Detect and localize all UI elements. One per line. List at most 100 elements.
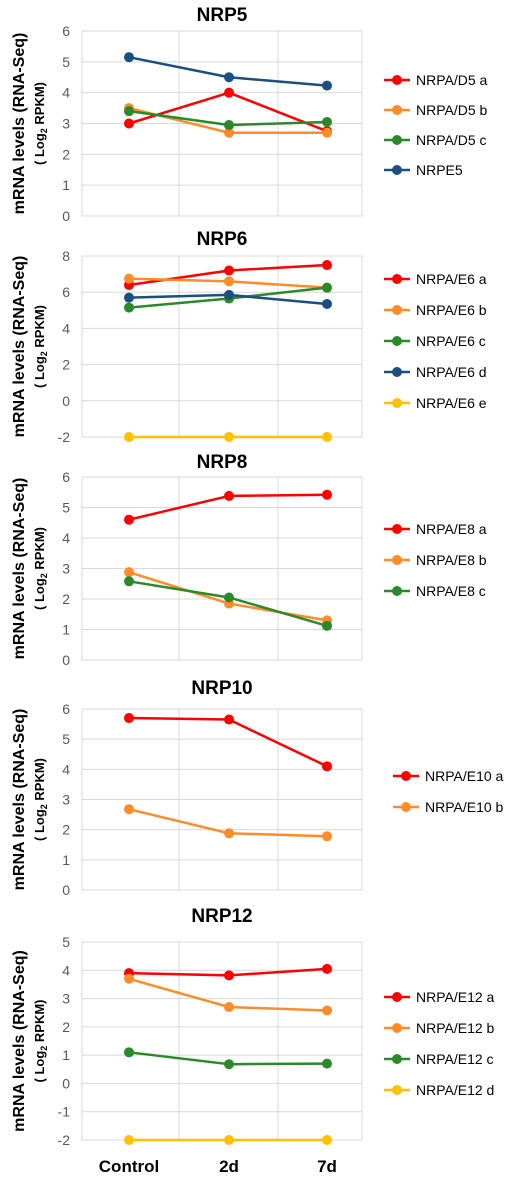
chart-1: NRP6 -2 0 2 4 6 8 NRPA/E6 a NRPA/E6 b NRPA/E6 c NR…: [11, 229, 487, 445]
y-tick-label: 2: [62, 822, 70, 838]
legend-swatch-marker: [392, 1085, 402, 1095]
data-point: [224, 1002, 234, 1013]
data-point: [224, 432, 234, 442]
y-tick-label: 1: [62, 177, 70, 193]
y-axis-label: mRNA levels (RNA-Seq): [11, 478, 28, 660]
data-point: [224, 127, 234, 138]
data-point: [124, 514, 134, 525]
legend-label: NRPA/D5 c: [416, 132, 487, 148]
data-point: [124, 302, 134, 313]
data-point: [322, 1135, 332, 1145]
y-axis-unit: ( Log2 RPKM): [32, 305, 49, 388]
y-tick-label: 2: [62, 357, 70, 373]
data-point: [124, 106, 134, 117]
y-tick-label: 4: [62, 761, 70, 777]
legend-swatch-marker: [392, 1023, 402, 1033]
data-point: [322, 489, 332, 500]
data-point: [124, 973, 134, 984]
data-point: [322, 127, 332, 138]
data-point: [224, 289, 234, 300]
data-point: [124, 292, 134, 303]
y-tick-label: 5: [62, 731, 70, 747]
data-point: [224, 714, 234, 725]
plot-area: [81, 255, 363, 438]
y-tick-label: 8: [62, 248, 70, 264]
legend-swatch-marker: [392, 305, 402, 315]
y-tick-label: 1: [62, 1047, 70, 1063]
legend-label: NRPA/E8 c: [416, 583, 486, 599]
chart-title: NRP5: [197, 5, 248, 26]
legend-swatch-marker: [392, 524, 402, 534]
chart-3: NRP10 0 1 2 3 4 5 6 NRPA/E10 a NRPA/E10 b mRNA lev…: [11, 678, 504, 898]
legend-swatch-marker: [401, 771, 411, 781]
legend-swatch-marker: [392, 336, 402, 346]
y-tick-label: 4: [62, 320, 70, 336]
y-tick-label: 3: [62, 116, 70, 132]
data-point: [124, 567, 134, 578]
data-point: [322, 761, 332, 772]
legend-label: NRPA/D5 b: [416, 102, 488, 118]
y-tick-label: 4: [62, 962, 70, 978]
y-axis-label: mRNA levels (RNA-Seq): [11, 950, 28, 1132]
legend-label: NRPA/D5 a: [416, 72, 488, 88]
series-line: [128, 716, 328, 768]
data-point: [124, 1135, 134, 1145]
legend-label: NRPA/E6 e: [416, 395, 487, 411]
data-point: [322, 80, 332, 91]
legend-swatch-marker: [392, 135, 402, 145]
y-tick-label: 2: [62, 1019, 70, 1035]
data-point: [224, 72, 234, 83]
data-point: [322, 298, 332, 309]
legend-swatch-marker: [392, 555, 402, 565]
data-point: [124, 713, 134, 724]
legend-swatch-marker: [392, 398, 402, 408]
legend-label: NRPA/E12 d: [416, 1082, 494, 1098]
chart-0: NRP5 0 1 2 3 4 5 6 NRPA/D5 a NRPA/D5 b NRPA/D5 c NR…: [11, 5, 488, 224]
legend-label: NRPA/E10 a: [425, 768, 504, 784]
y-tick-label: 6: [62, 23, 70, 39]
legend-label: NRPA/E12 c: [416, 1051, 494, 1067]
y-tick-label: 0: [62, 393, 70, 409]
data-point: [322, 116, 332, 127]
y-tick-label: 1: [62, 622, 70, 638]
legend-swatch-marker: [392, 586, 402, 596]
data-point: [124, 52, 134, 63]
y-axis-label: mRNA levels (RNA-Seq): [11, 33, 28, 215]
y-tick-label: 6: [62, 701, 70, 717]
legend-label: NRPA/E8 b: [416, 552, 487, 568]
legend-swatch-marker: [392, 274, 402, 284]
y-axis-label: mRNA levels (RNA-Seq): [11, 256, 28, 438]
plot-area: [81, 941, 363, 1141]
y-tick-label: 5: [62, 500, 70, 516]
data-point: [322, 963, 332, 974]
y-tick-label: 3: [62, 792, 70, 808]
data-point: [224, 1059, 234, 1070]
x-tick-label: 2d: [219, 1157, 239, 1176]
y-tick-label: 0: [62, 208, 70, 224]
y-axis-unit: ( Log2 RPKM): [32, 527, 49, 610]
legend-swatch-marker: [392, 105, 402, 115]
legend-label: NRPA/E8 a: [416, 521, 487, 537]
chart-title: NRP6: [197, 229, 248, 250]
chart-4: NRP12 -2 -1 0 1 2 3 4 5 NRPA/E12 a NRPA/E12 b NRPA/…: [11, 906, 495, 1176]
data-point: [124, 118, 134, 129]
data-point: [224, 87, 234, 98]
y-tick-label: 2: [62, 146, 70, 162]
y-axis-unit: ( Log2 RPKM): [32, 758, 49, 841]
data-point: [124, 804, 134, 815]
legend-swatch-marker: [392, 165, 402, 175]
chart-2: NRP8 0 1 2 3 4 5 6 NRPA/E8 a NRPA/E8 b NRPA/E8 c mR…: [11, 452, 487, 668]
y-tick-label: 2: [62, 591, 70, 607]
legend-label: NRPA/E12 b: [416, 1020, 495, 1036]
y-tick-label: -2: [58, 429, 71, 445]
y-tick-label: 1: [62, 852, 70, 868]
data-point: [224, 1135, 234, 1145]
data-point: [224, 828, 234, 839]
x-tick-label: 7d: [317, 1157, 337, 1176]
y-tick-label: 4: [62, 85, 70, 101]
legend-swatch-marker: [392, 75, 402, 85]
data-point: [224, 592, 234, 603]
y-tick-label: 4: [62, 530, 70, 546]
legend-swatch-marker: [392, 1054, 402, 1064]
